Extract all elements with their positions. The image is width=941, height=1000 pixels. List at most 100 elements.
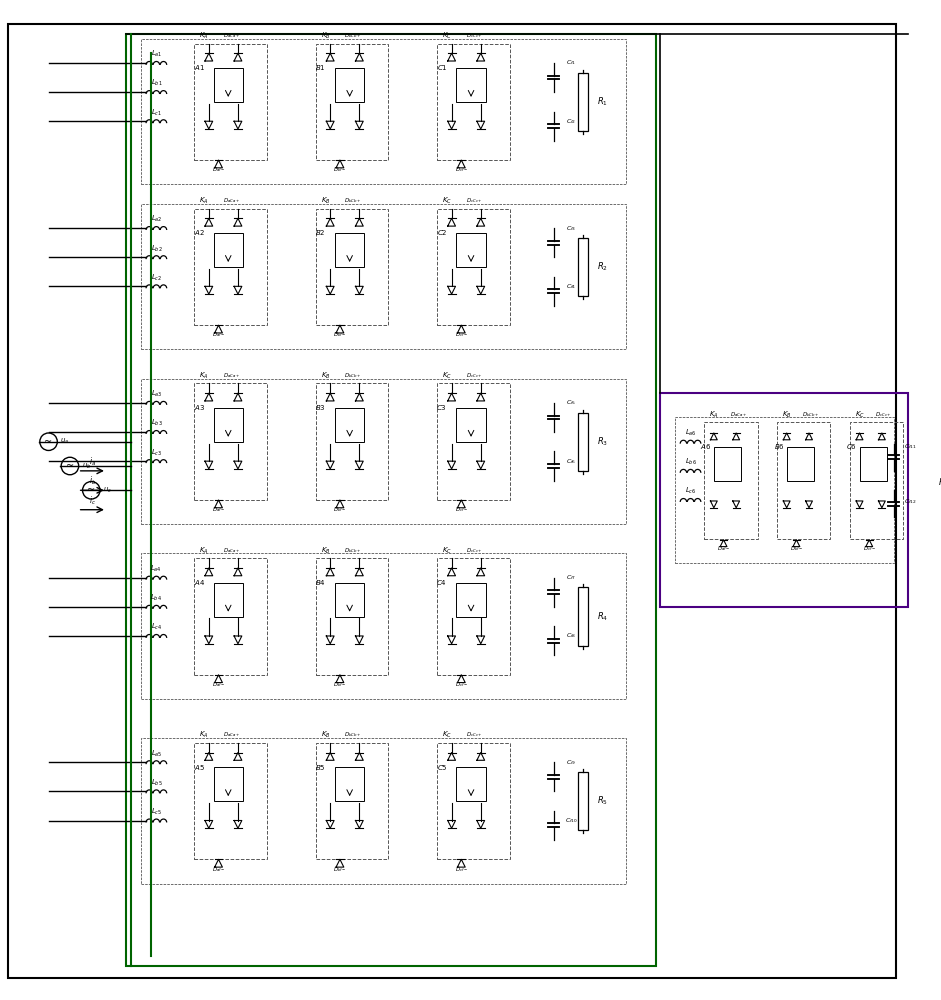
- Text: $L_{b6}$: $L_{b6}$: [685, 457, 696, 467]
- Bar: [578, 772, 587, 830]
- Bar: [194, 558, 267, 675]
- Bar: [675, 417, 894, 563]
- Bar: [194, 743, 267, 859]
- Text: $u_b$: $u_b$: [82, 461, 91, 471]
- Text: $K_B$: $K_B$: [782, 409, 791, 420]
- Bar: [214, 767, 243, 801]
- Text: $A1$: $A1$: [194, 63, 204, 72]
- Text: $L_{c2}$: $L_{c2}$: [151, 272, 162, 283]
- Bar: [315, 209, 389, 325]
- Text: $C_{f1}$: $C_{f1}$: [566, 59, 576, 67]
- Text: $C_{f2}$: $C_{f2}$: [566, 117, 576, 126]
- Text: $D_{af-}$: $D_{af-}$: [212, 505, 225, 514]
- Text: $D_{aCa+}$: $D_{aCa+}$: [222, 546, 240, 555]
- Text: $K_C$: $K_C$: [441, 196, 452, 206]
- Bar: [141, 379, 627, 524]
- Text: $D_{aCa+}$: $D_{aCa+}$: [222, 731, 240, 739]
- Text: $K_C$: $K_C$: [441, 371, 452, 381]
- Text: ~: ~: [66, 461, 74, 471]
- Bar: [141, 204, 627, 349]
- Bar: [437, 44, 510, 160]
- Text: $C_{f4}$: $C_{f4}$: [566, 282, 576, 291]
- Text: $D_{bCb+}$: $D_{bCb+}$: [343, 731, 361, 739]
- Text: $K_B$: $K_B$: [321, 196, 330, 206]
- Bar: [578, 238, 587, 296]
- Text: $C_{f11}$: $C_{f11}$: [904, 442, 917, 451]
- Text: $D_{cCc+}$: $D_{cCc+}$: [875, 410, 892, 419]
- Text: $D_{bCb+}$: $D_{bCb+}$: [343, 546, 361, 555]
- Text: $C_{f12}$: $C_{f12}$: [904, 497, 917, 506]
- Text: $A2$: $A2$: [194, 228, 204, 237]
- Text: $D_{bf-}$: $D_{bf-}$: [333, 165, 346, 174]
- Text: $K_B$: $K_B$: [321, 371, 330, 381]
- Text: $L_{b2}$: $L_{b2}$: [151, 243, 162, 254]
- Text: $L_{a4}$: $L_{a4}$: [151, 564, 162, 574]
- Text: $C2$: $C2$: [437, 228, 447, 237]
- Text: $D_{bf-}$: $D_{bf-}$: [789, 544, 804, 553]
- Bar: [437, 558, 510, 675]
- Text: $K_A$: $K_A$: [199, 730, 209, 740]
- Text: $A5$: $A5$: [194, 763, 204, 772]
- Text: $A4$: $A4$: [194, 578, 205, 587]
- Text: $D_{bCb+}$: $D_{bCb+}$: [343, 196, 361, 205]
- Text: $K_A$: $K_A$: [710, 409, 719, 420]
- Text: $B1$: $B1$: [315, 63, 326, 72]
- Bar: [335, 583, 364, 617]
- Text: $D_{cf-}$: $D_{cf-}$: [455, 330, 468, 339]
- Text: $A6$: $A6$: [700, 442, 711, 451]
- Text: $A3$: $A3$: [194, 403, 204, 412]
- Text: $B4$: $B4$: [315, 578, 326, 587]
- Text: $D_{bf-}$: $D_{bf-}$: [333, 680, 346, 689]
- Text: $D_{cCc+}$: $D_{cCc+}$: [466, 546, 483, 555]
- Text: $u_c$: $u_c$: [103, 486, 112, 495]
- Bar: [456, 233, 486, 267]
- Text: $D_{bCb+}$: $D_{bCb+}$: [803, 410, 820, 419]
- Bar: [578, 413, 587, 471]
- Text: $C_{f9}$: $C_{f9}$: [566, 758, 576, 767]
- Bar: [437, 383, 510, 500]
- Text: $i_c$: $i_c$: [88, 494, 96, 507]
- Text: $L_{b1}$: $L_{b1}$: [151, 78, 162, 88]
- Text: $C1$: $C1$: [437, 63, 447, 72]
- Bar: [456, 583, 486, 617]
- Bar: [214, 583, 243, 617]
- Text: $D_{cCc+}$: $D_{cCc+}$: [466, 31, 483, 40]
- Bar: [437, 743, 510, 859]
- Text: $D_{bf-}$: $D_{bf-}$: [333, 505, 346, 514]
- Text: $C_{f7}$: $C_{f7}$: [566, 573, 576, 582]
- Text: $D_{bf-}$: $D_{bf-}$: [333, 330, 346, 339]
- Text: $B5$: $B5$: [315, 763, 326, 772]
- Text: $C_{f10}$: $C_{f10}$: [565, 816, 578, 825]
- Text: $D_{af-}$: $D_{af-}$: [717, 544, 730, 553]
- Bar: [315, 44, 389, 160]
- Text: $L_{b3}$: $L_{b3}$: [151, 418, 162, 428]
- Text: $D_{cf-}$: $D_{cf-}$: [863, 544, 876, 553]
- Text: $K_A$: $K_A$: [199, 545, 209, 556]
- Text: $R_2$: $R_2$: [597, 261, 608, 273]
- Text: $L_{c6}$: $L_{c6}$: [685, 486, 696, 496]
- Bar: [194, 383, 267, 500]
- Bar: [578, 73, 587, 131]
- Text: $B6$: $B6$: [774, 442, 784, 451]
- Bar: [714, 447, 742, 481]
- Text: $D_{cf-}$: $D_{cf-}$: [455, 865, 468, 874]
- Bar: [126, 34, 656, 966]
- Text: $R_4$: $R_4$: [597, 610, 608, 623]
- Text: $K_C$: $K_C$: [854, 409, 865, 420]
- Bar: [777, 422, 830, 539]
- Bar: [787, 447, 814, 481]
- Bar: [141, 39, 627, 184]
- Text: $C5$: $C5$: [437, 763, 447, 772]
- Text: $D_{bCb+}$: $D_{bCb+}$: [343, 31, 361, 40]
- Bar: [315, 383, 389, 500]
- Bar: [214, 68, 243, 102]
- Text: $D_{cCc+}$: $D_{cCc+}$: [466, 371, 483, 380]
- Bar: [214, 408, 243, 442]
- Text: $K_C$: $K_C$: [441, 31, 452, 41]
- Bar: [919, 456, 930, 510]
- Text: $D_{cf-}$: $D_{cf-}$: [455, 165, 468, 174]
- Text: $L_{c3}$: $L_{c3}$: [151, 447, 162, 458]
- Text: $B3$: $B3$: [315, 403, 326, 412]
- Bar: [456, 68, 486, 102]
- Text: $K_A$: $K_A$: [199, 196, 209, 206]
